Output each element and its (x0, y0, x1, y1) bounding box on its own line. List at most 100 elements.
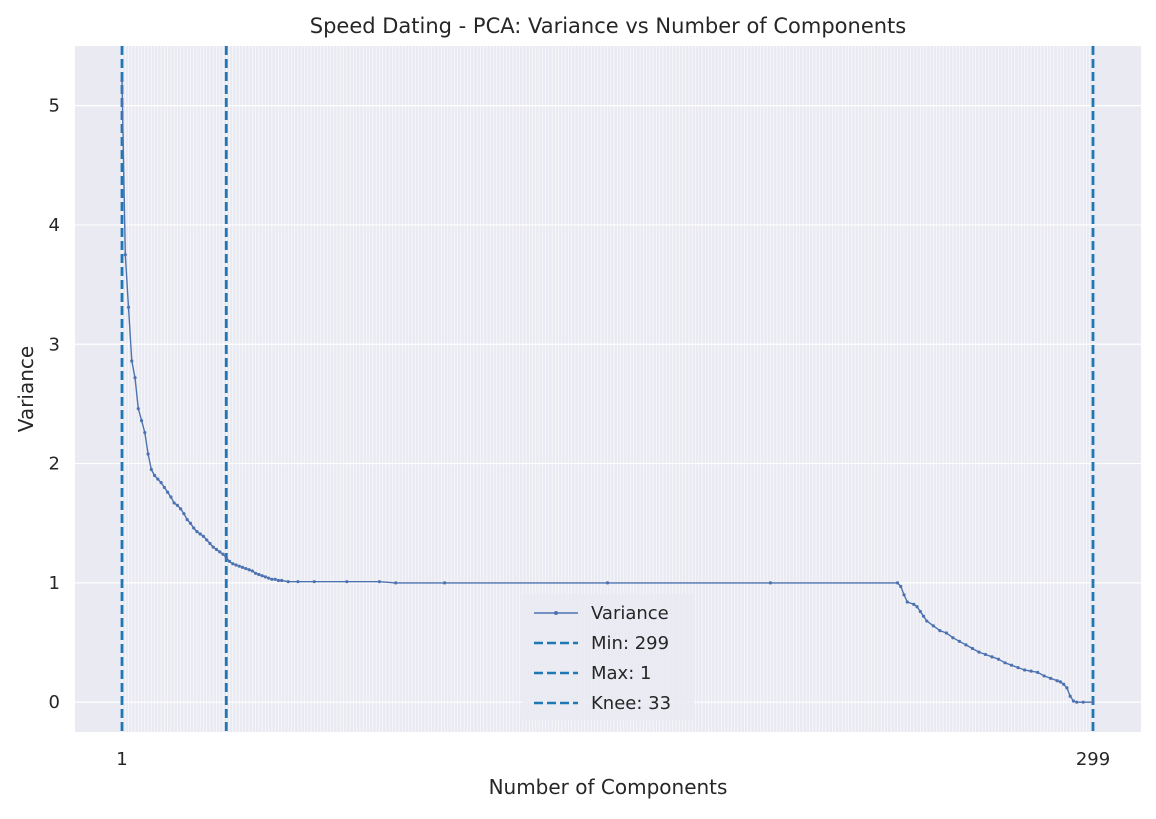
variance-point (286, 580, 290, 584)
variance-point (253, 571, 258, 575)
variance-point (1081, 700, 1085, 704)
y-tick-label: 5 (49, 96, 60, 117)
reference-lines (120, 46, 1095, 732)
variance-point (996, 657, 1001, 661)
x-tick-labels: 1 299 (116, 749, 1110, 770)
variance-point (990, 655, 994, 659)
variance-point (977, 650, 981, 654)
variance-point (944, 631, 948, 635)
y-tick-labels: 0 1 2 3 4 5 (49, 96, 60, 714)
variance-point (240, 565, 245, 569)
variance-point (211, 545, 215, 549)
variance-point (188, 521, 193, 525)
y-tick-label: 4 (49, 215, 60, 236)
variance-point (1003, 661, 1007, 665)
variance-point (1091, 700, 1095, 704)
variance-point (915, 605, 919, 609)
variance-point (237, 564, 241, 568)
variance-point (951, 636, 955, 640)
legend-box (522, 594, 694, 720)
variance-point (267, 576, 271, 580)
variance-point (227, 559, 232, 563)
variance-point (1009, 663, 1014, 667)
variance-point (149, 467, 153, 472)
x-tick-label: 299 (1076, 749, 1110, 770)
variance-point (442, 581, 447, 585)
x-axis-label: Number of Components (489, 775, 728, 799)
variance-point (1068, 694, 1072, 698)
legend-entry-variance: Variance (534, 603, 669, 624)
variance-point (280, 578, 284, 583)
variance-point (221, 552, 225, 556)
variance-point (201, 534, 206, 538)
variance-point (162, 485, 166, 490)
variance-point (214, 547, 219, 552)
y-axis-label: Variance (14, 346, 38, 432)
variance-point (1071, 699, 1076, 703)
variance-point (166, 490, 170, 494)
legend-variance-label: Variance (591, 603, 669, 624)
variance-point (120, 78, 124, 83)
variance-point (247, 568, 251, 572)
variance-point (234, 563, 238, 567)
variance-point (146, 452, 150, 456)
variance-point (983, 652, 988, 657)
variance-point (394, 581, 398, 585)
y-tick-label: 0 (49, 692, 60, 713)
variance-point (139, 419, 144, 423)
legend-entry-min: Min: 299 (534, 633, 669, 654)
variance-point (263, 575, 267, 579)
variance-point (921, 614, 926, 618)
variance-point (970, 646, 975, 651)
variance-point (231, 562, 235, 566)
variance-point (260, 574, 264, 578)
variance-point (768, 581, 773, 585)
variance-point (345, 580, 349, 584)
variance-point (964, 643, 968, 647)
variance-point (1065, 686, 1069, 690)
y-tick-label: 3 (49, 334, 60, 355)
variance-point (1075, 700, 1079, 704)
variance-point (136, 407, 140, 411)
variance-point (957, 639, 962, 643)
variance-point (377, 580, 382, 584)
variance-point (1036, 670, 1040, 674)
variance-point (257, 572, 261, 577)
variance-point (1062, 682, 1066, 686)
variance-point (938, 628, 942, 633)
variance-point (244, 566, 248, 571)
variance-point (133, 376, 137, 380)
variance-point (123, 253, 127, 257)
legend-min-label: Min: 299 (591, 633, 669, 654)
variance-point (1055, 679, 1059, 683)
variance-point (276, 578, 281, 583)
variance-point (208, 541, 212, 546)
y-tick-label: 2 (49, 454, 60, 475)
variance-point (175, 503, 179, 507)
legend: Variance Min: 299 Max: 1 Knee: 33 (522, 594, 694, 720)
variance-point (1029, 669, 1033, 673)
variance-point (1022, 668, 1027, 672)
variance-point (912, 602, 916, 606)
variance-point (605, 581, 610, 585)
variance-point (172, 501, 176, 505)
variance-point (899, 584, 903, 589)
variance-point (130, 359, 134, 363)
variance-point (1049, 676, 1053, 680)
variance-point (895, 581, 900, 585)
legend-knee-label: Knee: 33 (591, 693, 671, 714)
variance-point (902, 593, 906, 597)
variance-point (185, 518, 189, 522)
variance-point (905, 600, 909, 604)
variance-point (1042, 674, 1046, 678)
variance-point (159, 481, 163, 485)
variance-point (198, 532, 202, 536)
variance-point (152, 473, 157, 478)
variance-point (1058, 680, 1063, 684)
variance-point (143, 430, 147, 435)
variance-point (179, 507, 183, 511)
variance-point (126, 305, 131, 309)
variance-point (250, 569, 254, 573)
y-tick-label: 1 (49, 573, 60, 594)
